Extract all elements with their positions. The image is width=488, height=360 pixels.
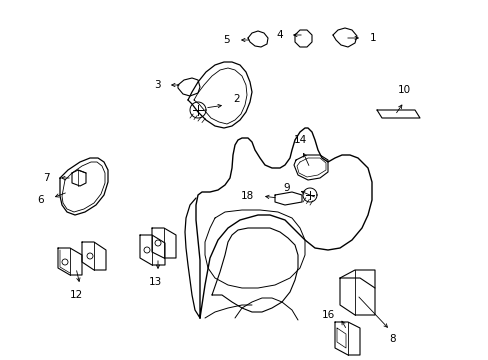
Text: 5: 5 (223, 35, 229, 45)
Text: 8: 8 (389, 334, 395, 344)
Text: 10: 10 (397, 85, 410, 95)
Text: 14: 14 (293, 135, 306, 145)
Text: 13: 13 (148, 277, 162, 287)
Text: 4: 4 (276, 30, 283, 40)
Text: 16: 16 (321, 310, 334, 320)
Text: 2: 2 (232, 94, 239, 104)
Text: 3: 3 (154, 80, 161, 90)
Text: 9: 9 (283, 183, 289, 193)
Text: 7: 7 (43, 173, 50, 183)
Text: 12: 12 (69, 290, 82, 300)
Text: 1: 1 (369, 33, 376, 43)
Text: 6: 6 (37, 195, 44, 205)
Text: 18: 18 (240, 191, 253, 201)
